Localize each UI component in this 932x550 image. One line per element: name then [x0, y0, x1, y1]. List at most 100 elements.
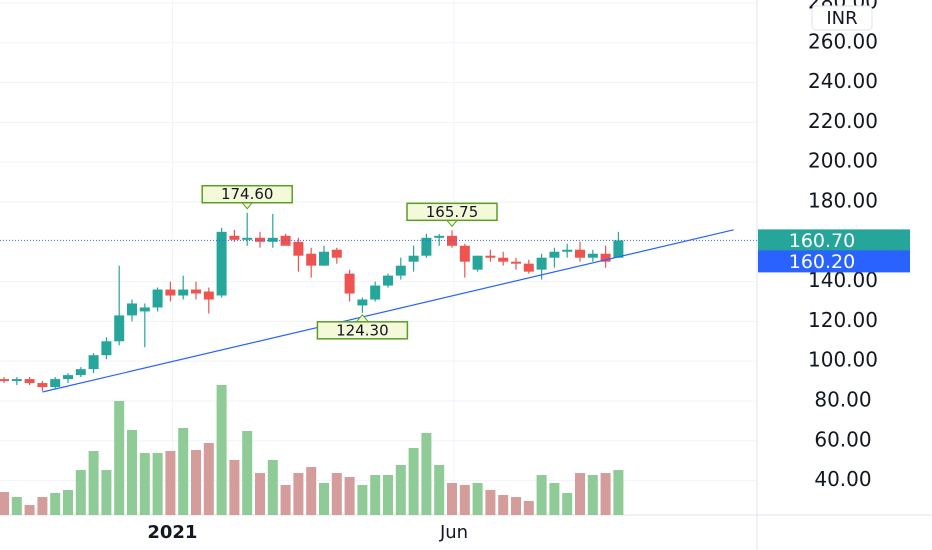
candle-body [75, 369, 86, 376]
candle-body [357, 299, 368, 306]
volume-bar [523, 501, 534, 515]
volume-bar [370, 475, 381, 515]
volume-bar [88, 451, 99, 515]
candle-body [101, 341, 112, 356]
volume-bar [485, 490, 496, 515]
candle-body [63, 375, 73, 380]
candle-body [536, 257, 547, 270]
x-tick-label: 2021 [147, 522, 197, 543]
volume-bar [191, 450, 201, 515]
volume-bar [575, 473, 585, 515]
candle-body [511, 261, 521, 264]
volume-bar [395, 465, 406, 515]
volume-bar [24, 505, 35, 515]
volume-bar [434, 465, 445, 515]
candle-body [306, 253, 317, 266]
volume-bar [472, 483, 483, 515]
candle-body [267, 237, 278, 242]
candle-body [549, 251, 560, 258]
volume-bar [447, 483, 457, 515]
volume-bar [562, 493, 573, 515]
candle-body [344, 273, 355, 294]
volume-bar [613, 470, 624, 515]
trendline [42, 229, 734, 393]
candle-body [562, 249, 573, 252]
candle-body [178, 289, 189, 296]
candle-body [88, 355, 99, 370]
volume-bar [536, 475, 547, 515]
candle-body [165, 289, 176, 296]
candle-body [37, 383, 48, 388]
volume-bar [255, 473, 265, 515]
candle-body [139, 307, 150, 312]
annotation-box [201, 184, 293, 204]
volume-bar [165, 451, 176, 515]
volume-bar [293, 473, 304, 515]
candle-body [421, 237, 432, 256]
volume-bar [229, 460, 240, 515]
x-tick-label: Jun [439, 522, 468, 543]
annotation-pointer [356, 314, 369, 323]
y-tick-label: 180.00 [808, 188, 878, 212]
candle-body [498, 257, 509, 262]
volume-bar [203, 443, 214, 515]
volume-bar [50, 493, 61, 515]
annotation-label: 165.75 [426, 203, 479, 221]
volume-bar [0, 492, 9, 515]
volume-bar [75, 470, 86, 515]
volume-bar [549, 483, 560, 515]
line-price-label: 160.20 [789, 251, 855, 273]
annotation-box [406, 202, 498, 222]
volume-bar [498, 495, 509, 515]
candle-body [216, 231, 227, 296]
volume-bar [511, 497, 521, 515]
candle-body [242, 237, 253, 240]
volume-bar [383, 475, 393, 515]
candle-body [459, 245, 470, 262]
volume-bar [178, 428, 189, 515]
y-tick-label: 220.00 [808, 109, 878, 133]
y-tick-label: 40.00 [814, 467, 871, 491]
annotation-box [316, 321, 409, 340]
last-price-box [758, 229, 910, 252]
last-price-label: 160.70 [789, 230, 855, 252]
volume-bar [242, 431, 253, 515]
volume-bar [37, 497, 48, 515]
line-price-box [758, 250, 910, 273]
candle-body [50, 379, 61, 388]
volume-bar [344, 477, 355, 515]
candle-body [11, 379, 22, 382]
volume-bar [306, 467, 317, 515]
volume-bar [267, 460, 278, 515]
candle-body [191, 289, 201, 294]
candle-body [575, 249, 585, 258]
candle-body [331, 249, 342, 258]
candle-body [485, 255, 496, 258]
candle-body [408, 255, 419, 262]
candle-body [383, 275, 393, 286]
y-tick-label: 80.00 [814, 387, 871, 411]
volume-bar [459, 485, 470, 515]
y-tick-label: 240.00 [808, 69, 878, 93]
volume-bar [127, 430, 137, 515]
currency-box [811, 5, 873, 31]
y-tick-label: 120.00 [808, 308, 878, 332]
candle-body [600, 253, 611, 262]
annotation-label: 174.60 [221, 185, 274, 203]
volume-bar [216, 385, 227, 515]
candle-body [613, 240, 624, 258]
volume-bar [114, 401, 125, 515]
candle-body [114, 315, 125, 342]
candle-body [203, 291, 214, 300]
candle-body [472, 255, 483, 270]
volume-bar [331, 473, 342, 515]
currency-label: INR [826, 8, 857, 29]
volume-bar [101, 470, 112, 515]
candle-body [447, 235, 457, 246]
volume-bar [421, 433, 432, 515]
candle-body [255, 237, 265, 242]
candle-body [293, 241, 304, 256]
candle-body [434, 235, 445, 238]
candle-body [0, 379, 9, 382]
y-tick-label: 260.00 [808, 29, 878, 53]
